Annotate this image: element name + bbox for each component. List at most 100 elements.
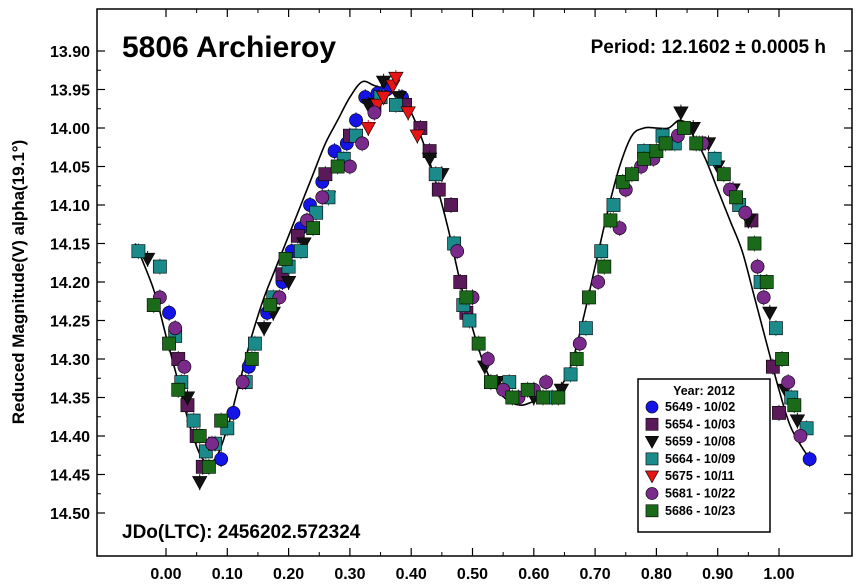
tick-labels: 0.00 0.10 0.20 0.30 0.40 0.50 0.60 0.70 0.80 0.90…: [50, 44, 795, 583]
data-point: [505, 390, 520, 405]
legend-marker: [645, 487, 659, 500]
data-point: [459, 290, 474, 305]
x-tick-label: 0.00: [150, 566, 181, 583]
data-point: [171, 382, 186, 397]
data-point: [168, 321, 183, 336]
data-point: [551, 390, 566, 405]
legend-marker: [644, 436, 660, 449]
legend-marker: [645, 504, 659, 518]
data-point: [192, 429, 207, 443]
data-point: [689, 136, 704, 151]
data-point: [244, 352, 259, 366]
data-point: [756, 290, 771, 305]
data-point: [214, 413, 229, 428]
data-point: [775, 352, 789, 366]
data-point: [162, 336, 176, 351]
legend-label: 5686 - 10/23: [665, 504, 735, 518]
data-point: [569, 352, 584, 366]
x-tick-label: 0.40: [396, 566, 427, 583]
data-point: [716, 167, 731, 182]
data-point: [658, 136, 673, 151]
data-point: [202, 459, 216, 474]
data-point: [162, 305, 176, 320]
data-point: [146, 298, 161, 312]
data-point: [409, 129, 426, 144]
data-point: [729, 190, 743, 205]
data-point: [483, 375, 498, 389]
legend: Year: 2012 5649 - 10/02 5654 - 10/03 5659 …: [637, 378, 771, 533]
data-point: [677, 121, 691, 135]
y-tick-label: 14.00: [50, 121, 90, 138]
data-point: [186, 413, 201, 428]
y-tick-label: 14.10: [50, 198, 90, 215]
data-point: [750, 259, 765, 274]
x-tick-label: 0.50: [457, 566, 488, 583]
data-point: [520, 382, 535, 397]
data-point: [471, 336, 486, 351]
data-point: [637, 151, 652, 166]
data-point: [177, 359, 192, 374]
legend-label: 5659 - 10/08: [665, 435, 735, 449]
data-point: [309, 205, 324, 220]
data-point: [453, 275, 468, 289]
period-label: Period: 12.1602 ± 0.0005 h: [591, 37, 826, 58]
data-point: [553, 383, 570, 398]
data-point: [738, 205, 753, 220]
x-tick-label: 0.90: [702, 566, 733, 583]
data-point: [131, 244, 146, 259]
data-point: [318, 167, 333, 182]
data-point: [367, 105, 382, 120]
x-tick-label: 0.10: [212, 566, 243, 583]
y-tick-label: 14.35: [50, 391, 90, 408]
series-6: [146, 120, 802, 475]
y-tick-label: 14.05: [50, 160, 90, 177]
data-point: [306, 221, 321, 235]
x-tick-label: 0.70: [580, 566, 611, 583]
x-tick-label: 0.60: [518, 566, 549, 583]
data-point: [247, 336, 262, 351]
data-point: [793, 429, 808, 443]
data-point: [769, 321, 783, 336]
data-point: [772, 405, 786, 420]
data-point: [296, 237, 312, 252]
legend-title: Year: 2012: [673, 384, 735, 398]
data-point: [579, 321, 593, 336]
data-point: [563, 367, 578, 382]
data-point: [431, 182, 446, 197]
x-tick-label: 0.80: [641, 566, 672, 583]
data-point: [428, 167, 443, 182]
data-point: [205, 436, 219, 451]
legend-label: 5675 - 10/11: [665, 469, 735, 483]
data-point: [293, 244, 308, 259]
jd-label: JDo(LTC): 2456202.572324: [122, 522, 361, 543]
data-point: [802, 452, 817, 466]
data-point: [480, 352, 495, 366]
series-4: [360, 69, 426, 144]
data-point: [759, 275, 774, 289]
data-point: [539, 375, 553, 389]
data-point: [152, 259, 167, 274]
legend-label: 5681 - 10/22: [665, 487, 735, 501]
data-point: [787, 398, 802, 413]
legend-label: 5649 - 10/02: [665, 400, 735, 414]
data-point: [278, 252, 293, 266]
data-point: [263, 298, 278, 312]
legend-marker: [645, 452, 659, 466]
data-point: [360, 121, 376, 136]
data-point: [603, 213, 618, 228]
data-point: [450, 244, 465, 259]
data-point: [536, 390, 550, 405]
x-tick-label: 0.20: [273, 566, 304, 583]
data-point: [375, 91, 392, 106]
y-tick-label: 14.20: [50, 275, 90, 292]
y-tick-label: 13.90: [50, 44, 90, 61]
data-point: [707, 151, 722, 166]
data-point: [597, 259, 612, 274]
y-tick-label: 13.95: [50, 83, 90, 100]
chart-title: 5806 Archieroy: [122, 31, 336, 64]
legend-marker: [645, 417, 659, 431]
data-point: [572, 336, 587, 351]
y-tick-label: 14.30: [50, 352, 90, 369]
legend-label: 5664 - 10/09: [665, 452, 735, 466]
legend-label: 5654 - 10/03: [665, 417, 735, 431]
